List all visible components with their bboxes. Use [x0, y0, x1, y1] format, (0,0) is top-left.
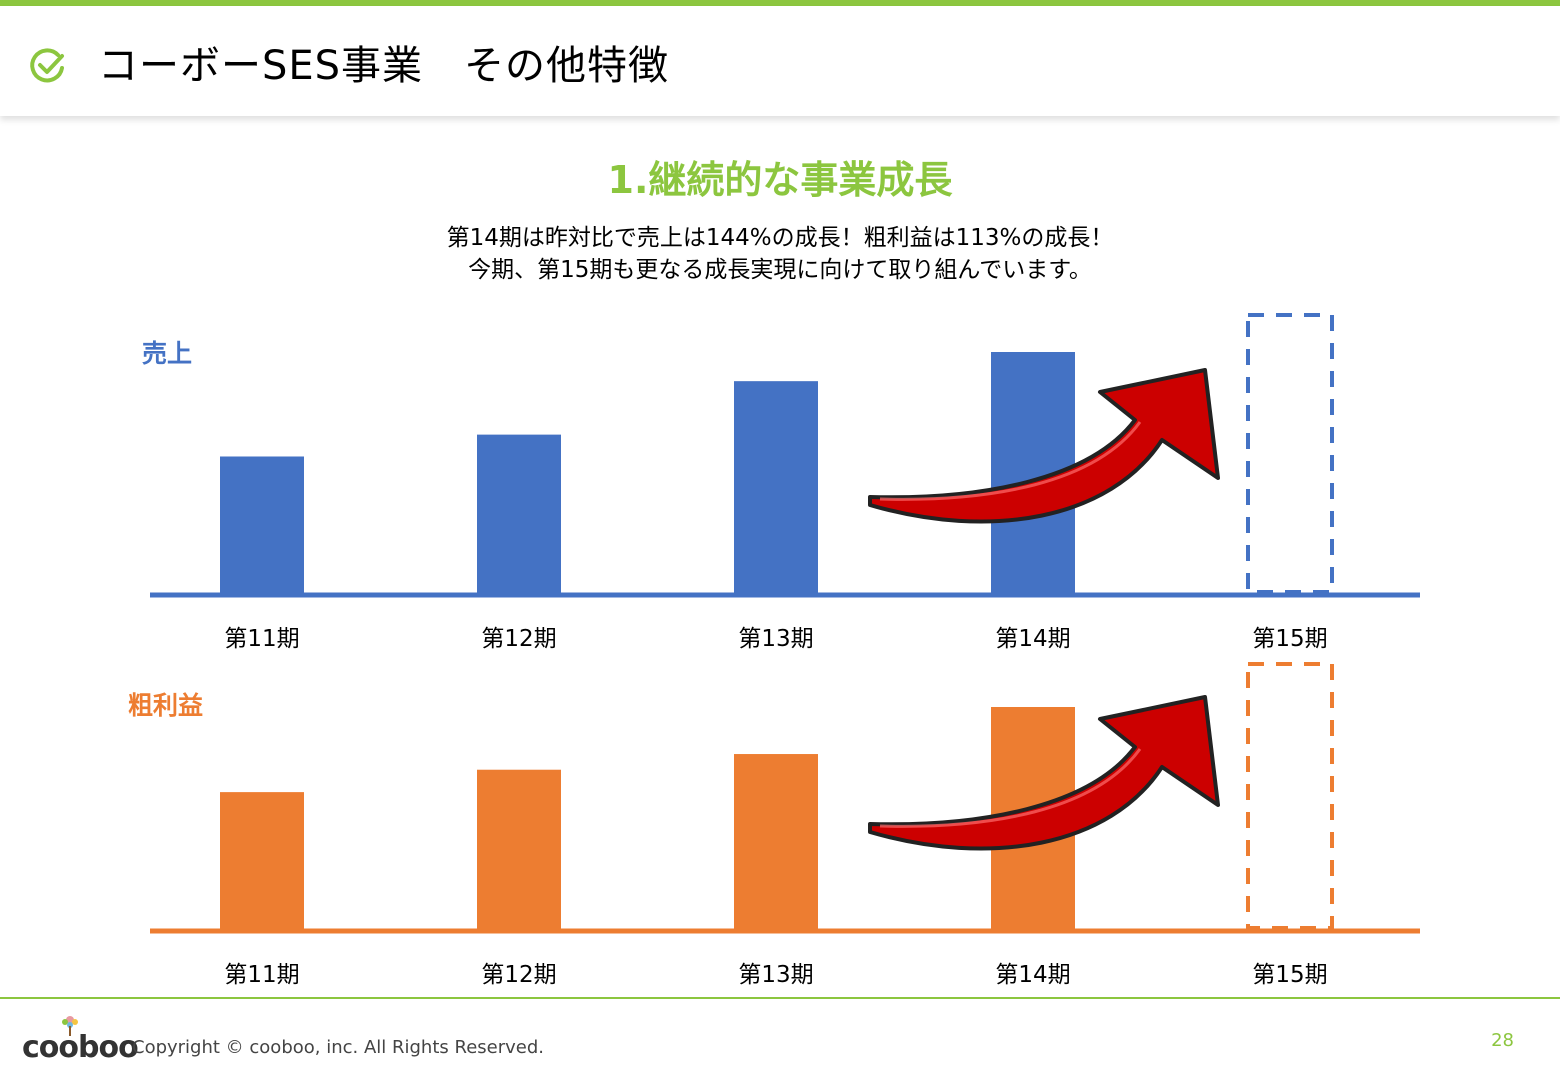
- sales-chart: 第11期 第12期 第13期 第14期 第15期: [150, 313, 1420, 652]
- target-placeholder-bar: [1246, 662, 1334, 930]
- bar: [220, 792, 304, 931]
- x-tick-label: 第13期: [738, 626, 813, 652]
- header: コーボーSES事業 その他特徴: [0, 6, 1560, 116]
- x-tick-label: 第11期: [224, 626, 299, 652]
- x-tick-label: 第14期: [995, 626, 1070, 652]
- x-tick-label: 第11期: [224, 962, 299, 988]
- sales-chart-label: 売上: [142, 339, 193, 368]
- company-logo: cooboo: [22, 1030, 139, 1065]
- bar: [220, 456, 304, 595]
- x-tick-label: 第13期: [738, 962, 813, 988]
- tree-logo-icon: [62, 1016, 78, 1036]
- growth-arrow-icon: [868, 368, 1220, 524]
- growth-arrow-highlight: [879, 421, 1142, 501]
- section-title: 1.継続的な事業成長: [607, 158, 953, 202]
- x-tick-label: 第12期: [481, 962, 556, 988]
- growth-arrow-icon: [868, 695, 1220, 851]
- copyright-text: Copyright © cooboo, inc. All Rights Rese…: [132, 1037, 544, 1058]
- description-line-1: 第14期は昨対比で売上は144%の成長！粗利益は113%の成長！: [446, 225, 1114, 251]
- bar: [477, 434, 561, 595]
- growth-arrow-highlight: [879, 748, 1142, 828]
- check-circle-icon: [30, 48, 64, 83]
- bar: [477, 769, 561, 931]
- x-tick-label: 第12期: [481, 626, 556, 652]
- page-title: コーボーSES事業 その他特徴: [98, 43, 670, 89]
- x-tick-label: 第15期: [1252, 626, 1327, 652]
- footer-divider: [0, 997, 1560, 999]
- bar: [734, 754, 818, 931]
- x-tick-label: 第14期: [995, 962, 1070, 988]
- top-accent-bar: [0, 0, 1560, 6]
- section-description: 第14期は昨対比で売上は144%の成長！粗利益は113%の成長！ 今期、第15期…: [0, 222, 1560, 286]
- x-tick-label: 第15期: [1252, 962, 1327, 988]
- profit-chart-label: 粗利益: [128, 691, 204, 720]
- profit-chart: 第11期 第12期 第13期 第14期 第15期: [150, 662, 1420, 988]
- target-placeholder-bar: [1246, 313, 1334, 594]
- description-line-2: 今期、第15期も更なる成長実現に向けて取り組んでいます。: [468, 257, 1092, 283]
- page-number: 28: [1491, 1030, 1514, 1051]
- bar: [734, 381, 818, 595]
